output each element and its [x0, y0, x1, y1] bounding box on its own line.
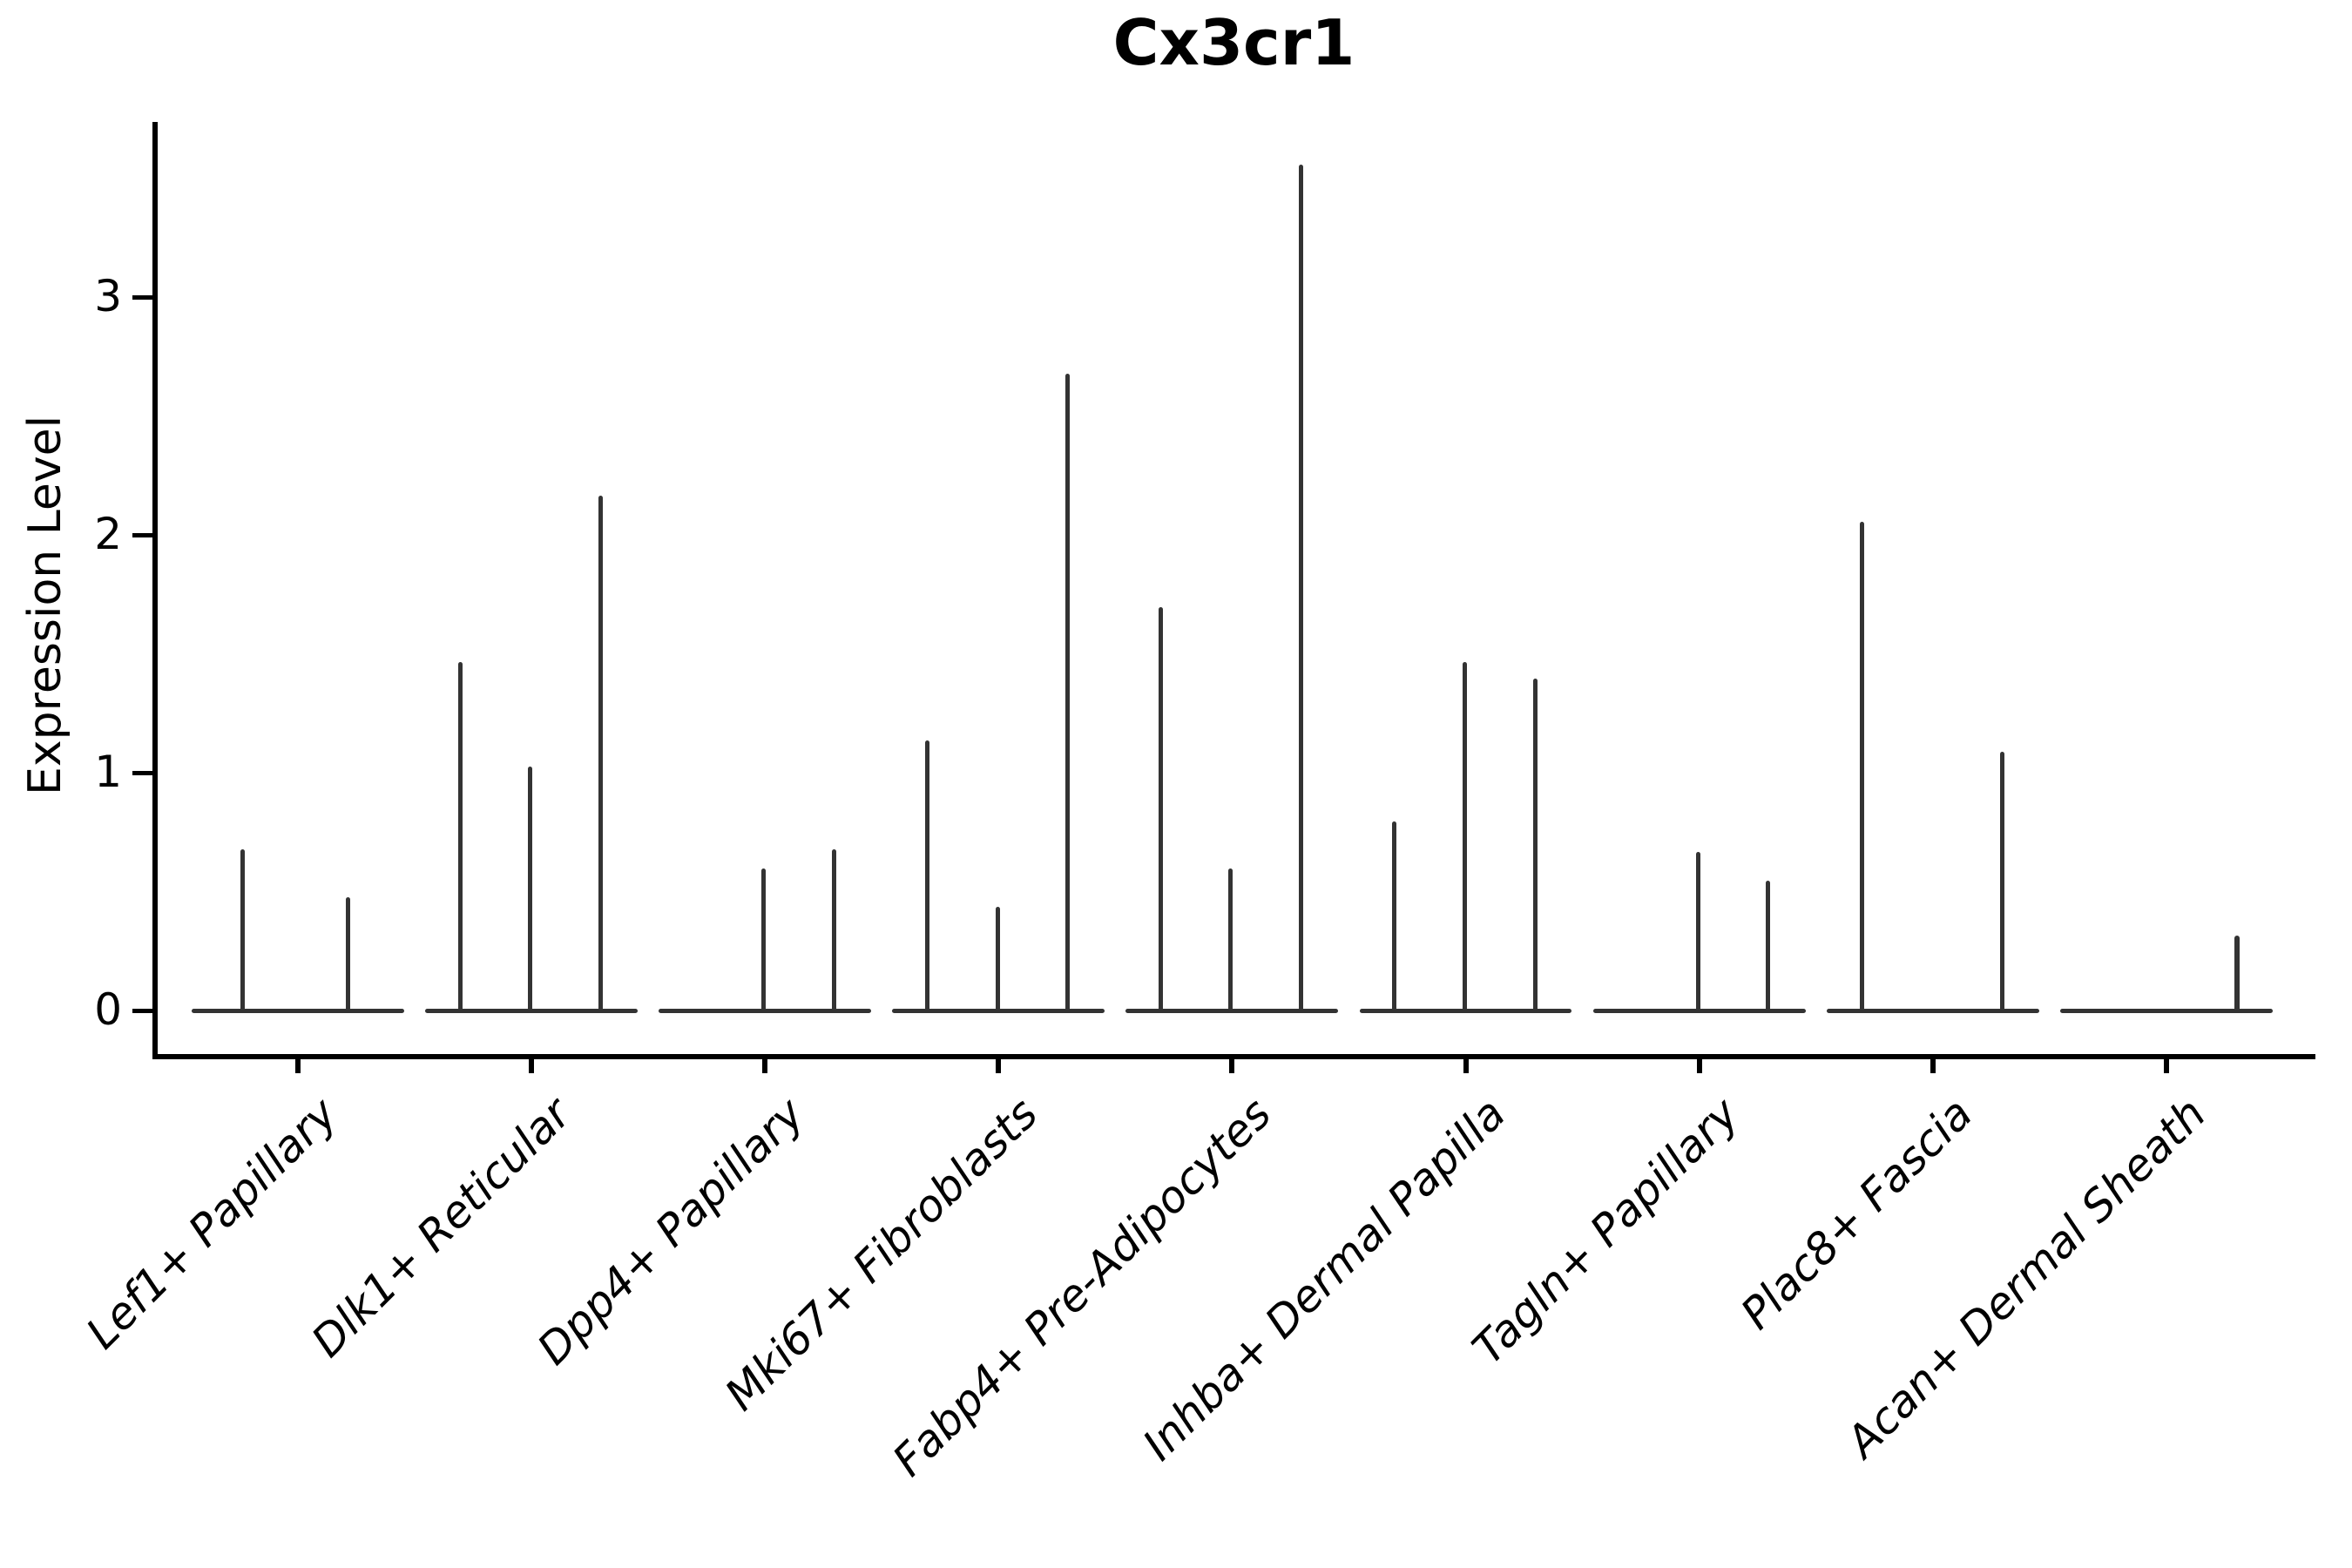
- violin-spike: [1228, 868, 1233, 1013]
- x-tick-label: Inhba+ Dermal Papilla: [1132, 1088, 1515, 1470]
- violin-spike: [1064, 374, 1070, 1013]
- y-tick-label: 2: [94, 508, 122, 559]
- violin-spike: [995, 906, 1000, 1013]
- x-tick-mark: [996, 1059, 1002, 1073]
- x-tick-mark: [529, 1059, 535, 1073]
- x-tick-mark: [1696, 1059, 1702, 1073]
- x-tick-mark: [1463, 1059, 1469, 1073]
- y-tick-label: 3: [94, 270, 122, 321]
- chart-title: Cx3cr1: [1112, 6, 1355, 79]
- y-tick-label: 0: [94, 983, 122, 1035]
- violin-spike: [1860, 521, 1865, 1013]
- violin-spike: [1696, 851, 1701, 1013]
- y-tick-mark: [132, 1009, 155, 1014]
- violin-spike: [2234, 935, 2240, 1013]
- x-tick-mark: [762, 1059, 768, 1073]
- violin-spike: [240, 849, 246, 1013]
- violin-spike: [831, 849, 836, 1013]
- x-tick-label: Mki67+ Fibroblasts: [715, 1088, 1048, 1421]
- violin-baseline: [192, 1009, 404, 1014]
- violin-spike: [1158, 606, 1163, 1013]
- violin-spike: [346, 896, 351, 1013]
- x-tick-label: Fabp4+ Pre-Adipocytes: [883, 1088, 1281, 1486]
- violin-spike: [1766, 880, 1771, 1013]
- x-axis-spine: [152, 1054, 2315, 1059]
- violin-spike: [598, 495, 603, 1013]
- y-axis-label: Expression Level: [19, 415, 71, 796]
- violin-spike: [760, 868, 766, 1013]
- violin-baseline: [1826, 1009, 2039, 1014]
- x-tick-label: Acan+ Dermal Sheath: [1836, 1088, 2216, 1468]
- y-axis-spine: [152, 122, 158, 1059]
- x-tick-label: Dpp4+ Papillary: [527, 1088, 814, 1375]
- y-tick-mark: [132, 295, 155, 301]
- violin-spike: [1462, 661, 1467, 1013]
- x-tick-label: Tagln+ Papillary: [1462, 1088, 1748, 1375]
- violin-baseline: [2059, 1009, 2273, 1014]
- x-tick-mark: [1930, 1059, 1936, 1073]
- x-tick-label: Plac8+ Fascia: [1731, 1088, 1982, 1340]
- violin-spike: [1391, 821, 1396, 1013]
- violin-spike: [2000, 752, 2005, 1013]
- y-tick-mark: [132, 533, 155, 538]
- violin-spike: [1298, 165, 1303, 1013]
- x-tick-mark: [295, 1059, 301, 1073]
- violin-spike: [457, 661, 463, 1013]
- violin-spike: [924, 740, 929, 1013]
- x-tick-mark: [1229, 1059, 1235, 1073]
- x-tick-label: Dlk1+ Reticular: [301, 1088, 581, 1368]
- y-tick-label: 1: [94, 746, 122, 797]
- violin-spike: [1532, 678, 1538, 1013]
- x-tick-mark: [2163, 1059, 2169, 1073]
- violin-spike: [527, 766, 532, 1013]
- y-tick-mark: [132, 771, 155, 776]
